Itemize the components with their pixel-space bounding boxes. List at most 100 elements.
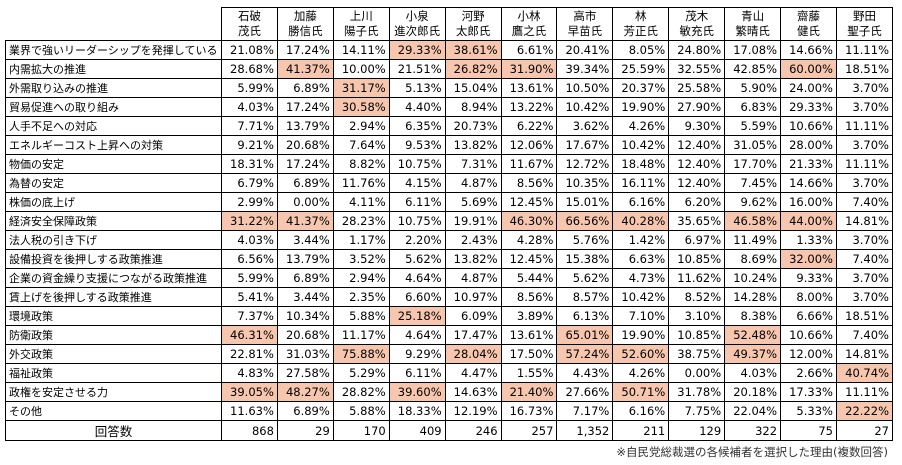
column-header: 齋藤 健氏 [780, 7, 837, 41]
cell: 29.33% [388, 40, 446, 60]
column-header-line: 芳正氏 [623, 24, 659, 38]
column-header: 小泉 進次郎氏 [388, 7, 446, 41]
cell: 28.04% [444, 344, 502, 364]
cell: 16.00% [780, 192, 837, 212]
cell: 13.82% [444, 135, 502, 155]
cell: 4.64% [388, 325, 446, 345]
cell: 4.87% [444, 268, 502, 288]
cell: 4.26% [612, 116, 670, 136]
cell: 12.45% [500, 192, 558, 212]
cell: 21.40% [500, 382, 558, 402]
column-header-line: 小林 [517, 9, 541, 23]
cell: 7.45% [724, 173, 782, 193]
column-header-line: 茂木 [685, 9, 709, 23]
cell: 9.30% [668, 116, 726, 136]
cell: 6.97% [668, 230, 726, 250]
cell: 3.52% [332, 249, 390, 269]
cell: 11.11% [835, 154, 894, 174]
cell: 7.71% [221, 116, 278, 136]
cell: 0.00% [668, 363, 726, 383]
cell: 3.70% [835, 78, 894, 98]
cell: 41.37% [276, 59, 334, 79]
cell: 8.57% [556, 287, 614, 307]
cell: 18.33% [388, 401, 446, 421]
cell: 11.62% [668, 268, 726, 288]
cell: 7.10% [612, 306, 670, 326]
column-header: 加藤 勝信氏 [276, 7, 334, 41]
cell: 31.05% [724, 135, 782, 155]
total-cell: 246 [444, 420, 502, 441]
table-row: 環境政策 7.37% 10.34% 5.88% 25.18% 6.09% 3.89% 6.13… [5, 306, 894, 326]
row-label: 株価の底上げ [5, 192, 222, 212]
cell: 6.56% [221, 249, 278, 269]
cell: 27.66% [556, 382, 614, 402]
cell: 27.58% [276, 363, 334, 383]
cell: 12.06% [500, 135, 558, 155]
cell: 4.03% [724, 363, 782, 383]
table-row: 防衛政策 46.31% 20.68% 11.17% 4.64% 17.47% 13.61% 6… [5, 325, 894, 345]
cell: 17.33% [780, 382, 837, 402]
cell: 5.69% [444, 192, 502, 212]
column-header-line: 齋藤 [797, 9, 821, 23]
cell: 38.61% [444, 40, 502, 60]
cell: 6.89% [276, 268, 334, 288]
cell: 6.09% [444, 306, 502, 326]
cell: 4.11% [332, 192, 390, 212]
cell: 11.67% [500, 154, 558, 174]
cell: 6.11% [388, 192, 446, 212]
column-header: 青山 繁晴氏 [724, 7, 782, 41]
cell: 19.90% [612, 325, 670, 345]
cell: 9.29% [388, 344, 446, 364]
cell: 8.69% [724, 249, 782, 269]
cell: 11.17% [332, 325, 390, 345]
column-header: 石破 茂氏 [221, 7, 278, 41]
cell: 5.76% [556, 230, 614, 250]
cell: 5.99% [221, 268, 278, 288]
cell: 17.24% [276, 97, 334, 117]
row-label: その他 [5, 401, 222, 421]
row-label: 内需拡大の推進 [5, 59, 222, 79]
total-cell: 29 [276, 420, 334, 441]
cell: 13.79% [276, 116, 334, 136]
cell: 17.24% [276, 154, 334, 174]
cell: 17.08% [724, 40, 782, 60]
cell: 4.87% [444, 173, 502, 193]
cell: 13.22% [500, 97, 558, 117]
total-cell: 170 [332, 420, 390, 441]
cell: 2.20% [388, 230, 446, 250]
cell: 49.37% [724, 344, 782, 364]
column-header: 野田 聖子氏 [835, 7, 894, 41]
cell: 8.56% [500, 173, 558, 193]
cell: 35.65% [668, 211, 726, 231]
cell: 5.29% [332, 363, 390, 383]
cell: 11.49% [724, 230, 782, 250]
cell: 6.89% [276, 78, 334, 98]
column-header: 小林 鷹之氏 [500, 7, 558, 41]
cell: 25.59% [612, 59, 670, 79]
row-label: 貿易促進への取り組み [5, 97, 222, 117]
row-label: 人手不足への対応 [5, 116, 222, 136]
total-cell: 75 [780, 420, 837, 441]
cell: 5.41% [221, 287, 278, 307]
cell: 5.99% [221, 78, 278, 98]
cell: 8.00% [780, 287, 837, 307]
column-header: 河野 太郎氏 [444, 7, 502, 41]
cell: 2.43% [444, 230, 502, 250]
cell: 31.22% [221, 211, 278, 231]
cell: 39.60% [388, 382, 446, 402]
cell: 25.18% [388, 306, 446, 326]
cell: 3.70% [835, 268, 894, 288]
cell: 2.99% [221, 192, 278, 212]
cell: 8.94% [444, 97, 502, 117]
cell: 17.24% [276, 40, 334, 60]
cell: 9.53% [388, 135, 446, 155]
cell: 7.40% [835, 192, 894, 212]
cell: 6.22% [500, 116, 558, 136]
cell: 20.18% [724, 382, 782, 402]
cell: 25.58% [668, 78, 726, 98]
total-label: 回答数 [5, 420, 222, 441]
cell: 39.34% [556, 59, 614, 79]
cell: 44.00% [780, 211, 837, 231]
column-header: 林芳正氏 [612, 7, 670, 41]
cell: 3.70% [835, 230, 894, 250]
